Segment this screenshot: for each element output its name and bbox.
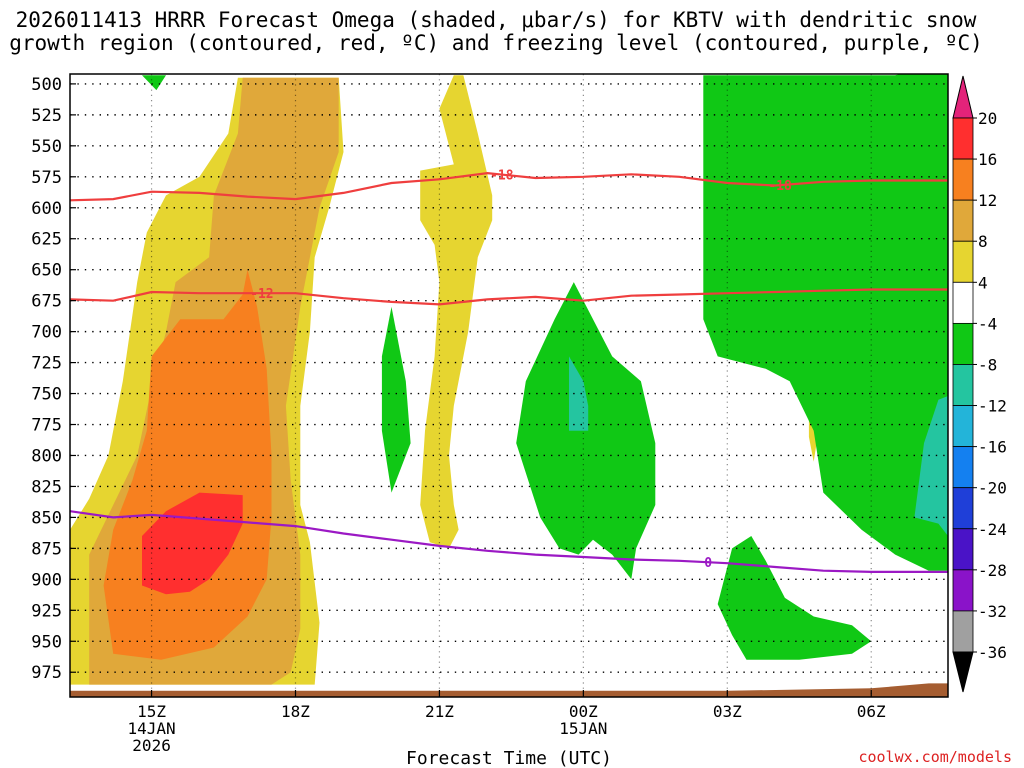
x-tick-label-18Z: 18Z — [281, 702, 310, 721]
y-tick-label-925: 925 — [31, 601, 62, 621]
colorbar-swatch-12 — [952, 610, 974, 653]
colorbar-label--24: -24 — [978, 520, 1007, 539]
y-tick-label-700: 700 — [31, 323, 62, 343]
omega-neg4-top-left — [142, 75, 166, 91]
colorbar-label--16: -16 — [978, 438, 1007, 457]
colorbar-label-8: 8 — [978, 232, 988, 251]
colorbar-swatch-1 — [952, 158, 974, 201]
chart-title: 2026011413 HRRR Forecast Omega (shaded, … — [9, 8, 983, 55]
y-tick-label-625: 625 — [31, 230, 62, 250]
y-tick-label-975: 975 — [31, 663, 62, 683]
colorbar-label-4: 4 — [978, 273, 988, 292]
omega-neg4-right-bottom — [717, 536, 872, 660]
colorbar-label-12: 12 — [978, 191, 997, 210]
y-tick-label-575: 575 — [31, 168, 62, 188]
dgz-minus-18-label-1: -18 — [768, 179, 792, 194]
colorbar-bottom-arrow — [952, 651, 974, 693]
shaded-omega-regions — [70, 74, 948, 697]
y-tick-label-725: 725 — [31, 354, 62, 374]
colorbar-swatch-7 — [952, 405, 974, 448]
freezing-level — [70, 510, 948, 574]
colorbar-label--28: -28 — [978, 561, 1007, 580]
temperature-contours: -18 -18 -12 0 — [70, 169, 948, 574]
x-tick-label-03Z: 03Z — [713, 702, 742, 721]
colorbar-swatch-0 — [952, 117, 974, 160]
colorbar-swatch-9 — [952, 487, 974, 530]
y-tick-label-775: 775 — [31, 416, 62, 436]
colorbar-swatch-4 — [952, 281, 974, 324]
y-tick-label-825: 825 — [31, 477, 62, 497]
x-tick-label-00Z: 00Z — [569, 702, 598, 721]
colorbar-swatch-2 — [952, 199, 974, 242]
pressure-axis: 500 525 550 575 600 625 650 675 700 725 750 775 800 8… — [31, 75, 76, 683]
y-tick-label-675: 675 — [31, 292, 62, 312]
colorbar-label--4: -4 — [978, 314, 997, 333]
y-tick-label-900: 900 — [31, 570, 62, 590]
colorbar-label--20: -20 — [978, 479, 1007, 498]
y-tick-label-650: 650 — [31, 261, 62, 281]
y-tick-label-600: 600 — [31, 199, 62, 219]
colorbar-label--12: -12 — [978, 397, 1007, 416]
colorbar-label--8: -8 — [978, 355, 997, 374]
omega-neg8-right — [914, 396, 948, 536]
dgz-minus-18-label-0: -18 — [490, 169, 514, 184]
dgz-minus-12-label-0: -12 — [250, 287, 273, 302]
colorbar-label--36: -36 — [978, 643, 1007, 662]
y-tick-label-525: 525 — [31, 106, 62, 126]
omega-neg4-left-lens — [381, 306, 411, 493]
x-tick-label-15JAN: 15JAN — [559, 719, 607, 738]
omega-colorbar: 20 16 12 8 4 -4 -8 -12 -16 -20 -24 -28 -32 -36 — [952, 75, 1007, 693]
y-tick-label-800: 800 — [31, 446, 62, 466]
credit-link[interactable]: coolwx.com/models — [858, 748, 1012, 766]
colorbar-swatch-3 — [952, 240, 974, 283]
dgz-minus-18 — [70, 171, 948, 202]
x-axis-label: Forecast Time (UTC) — [406, 748, 612, 768]
y-tick-label-850: 850 — [31, 508, 62, 528]
colorbar-label-16: 16 — [978, 150, 997, 169]
surface-terrain — [70, 683, 948, 697]
y-tick-label-550: 550 — [31, 137, 62, 157]
colorbar-label--32: -32 — [978, 602, 1007, 621]
y-tick-label-875: 875 — [31, 539, 62, 559]
title-line-2: growth region (contoured, red, ºC) and f… — [9, 31, 983, 55]
x-tick-label-06Z: 06Z — [857, 702, 886, 721]
y-tick-label-750: 750 — [31, 385, 62, 405]
x-tick-label-2026: 2026 — [132, 736, 171, 755]
y-tick-label-500: 500 — [31, 75, 62, 95]
y-tick-label-950: 950 — [31, 632, 62, 652]
omega-4-8-column — [420, 75, 493, 549]
colorbar-swatch-11 — [952, 569, 974, 612]
title-line-1: 2026011413 HRRR Forecast Omega (shaded, … — [16, 8, 977, 32]
colorbar-top-arrow — [952, 75, 974, 119]
x-tick-label-14JAN: 14JAN — [127, 719, 175, 738]
plot-frame — [69, 73, 949, 698]
freezing-level-label-0: 0 — [704, 556, 712, 571]
dgz-minus-12 — [70, 288, 948, 306]
omega-neg8-center — [569, 356, 589, 431]
colorbar-swatch-6 — [952, 364, 974, 406]
colorbar-swatch-8 — [952, 446, 974, 489]
x-tick-label-15Z: 15Z — [137, 702, 166, 721]
omega-neg4-right-top — [703, 74, 948, 571]
x-tick-label-21Z: 21Z — [425, 702, 454, 721]
colorbar-label-20: 20 — [978, 109, 997, 128]
colorbar-swatch-5 — [952, 322, 974, 365]
colorbar-swatch-10 — [952, 528, 974, 571]
